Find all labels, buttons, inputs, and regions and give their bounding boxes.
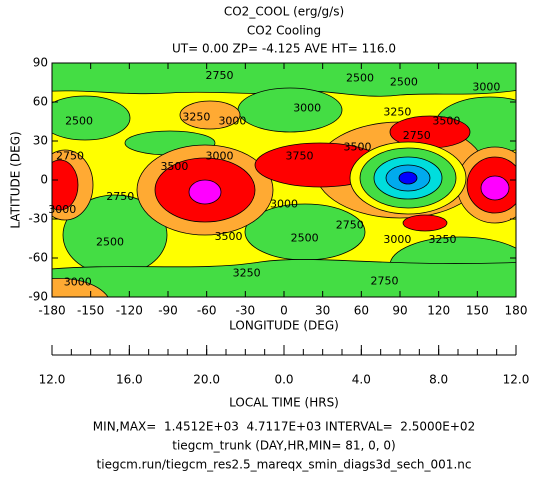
x-tick-label: -30 <box>236 304 256 318</box>
x-tick-label: 60 <box>354 304 369 318</box>
x-tick-label: 150 <box>466 304 489 318</box>
contour-label: 3000 <box>472 81 500 94</box>
contour-label: 2500 <box>390 76 418 89</box>
chart-subtitle: CO2 Cooling <box>247 24 321 38</box>
contour-label: 3000 <box>383 233 411 246</box>
contour-field <box>52 63 516 297</box>
chart-title: CO2_COOL (erg/g/s) <box>224 5 344 19</box>
green-region <box>52 259 516 297</box>
x2-tick-label: 12.0 <box>39 373 66 387</box>
contour-label: 3000 <box>48 203 76 216</box>
contour-label: 3250 <box>233 267 261 280</box>
x-tick-label: 90 <box>392 304 407 318</box>
y-tick-label: -60 <box>28 251 48 265</box>
x2-tick-label: 16.0 <box>116 373 143 387</box>
x2-tick-label: 12.0 <box>503 373 530 387</box>
x-tick-label: 0 <box>280 304 288 318</box>
contour-label: 3000 <box>206 150 234 163</box>
contour-label: 3000 <box>293 102 321 115</box>
green-region <box>52 95 131 141</box>
y-tick-label: -30 <box>28 212 48 226</box>
y-tick-label: 60 <box>33 95 48 109</box>
blue-region <box>398 171 418 185</box>
y-tick-label: -90 <box>28 290 48 304</box>
x2-tick-label: 4.0 <box>352 373 371 387</box>
y-tick-label: 30 <box>33 134 48 148</box>
contour-label: 3000 <box>218 115 246 128</box>
green-region <box>237 87 343 133</box>
x2-axis-label: LOCAL TIME (HRS) <box>229 396 339 410</box>
contour-label: 2500 <box>291 232 319 245</box>
chart-info: UT= 0.00 ZP= -4.125 AVE HT= 116.0 <box>172 42 396 56</box>
x2-tick-label: 0.0 <box>274 373 293 387</box>
footer-line: MIN,MAX= 1.4512E+03 4.7117E+03 INTERVAL=… <box>93 420 475 434</box>
magenta-region <box>188 179 222 205</box>
contour-label: 2750 <box>336 219 364 232</box>
contour-label: 3000 <box>270 198 298 211</box>
contour-label: 3250 <box>429 233 457 246</box>
x2-tick-label: 20.0 <box>193 373 220 387</box>
red-region <box>52 159 79 211</box>
red-region <box>402 214 448 232</box>
contour-label: 2750 <box>403 129 431 142</box>
contour-label: 3500 <box>215 230 243 243</box>
y-tick-label: 0 <box>40 173 48 187</box>
contour-label: 2750 <box>106 190 134 203</box>
orange-region <box>179 100 241 130</box>
contour-label: 3500 <box>343 141 371 154</box>
x2-tick-label: 8.0 <box>429 373 448 387</box>
x-tick-label: -90 <box>158 304 178 318</box>
contour-label: 3500 <box>160 160 188 173</box>
y-tick-label: 90 <box>33 56 48 70</box>
contour-label: 3000 <box>64 276 92 289</box>
footer-line: tiegcm.run/tiegcm_res2.5_mareqx_smin_dia… <box>97 458 472 472</box>
contour-label: 2750 <box>206 69 234 82</box>
x-tick-label: -60 <box>197 304 217 318</box>
contour-label: 2500 <box>65 115 93 128</box>
contour-label: 2500 <box>96 235 124 248</box>
contour-label: 3250 <box>182 111 210 124</box>
contour-label: 2750 <box>371 274 399 287</box>
x-tick-label: 180 <box>505 304 528 318</box>
contour-label: 2750 <box>56 150 84 163</box>
x-tick-label: -120 <box>116 304 143 318</box>
orange-region <box>52 278 109 297</box>
contour-label: 3750 <box>285 150 313 163</box>
x-tick-label: 120 <box>427 304 450 318</box>
x-tick-label: -150 <box>77 304 104 318</box>
x-axis-label: LONGITUDE (DEG) <box>229 319 339 333</box>
footer-line: tiegcm_trunk (DAY,HR,MIN= 81, 0, 0) <box>172 439 395 453</box>
y-axis-label: LATITUDE (DEG) <box>9 131 23 228</box>
contour-label: 3250 <box>383 105 411 118</box>
x-tick-label: 30 <box>315 304 330 318</box>
contour-label: 3500 <box>432 115 460 128</box>
contour-label: 2500 <box>346 72 374 85</box>
x-tick-label: -180 <box>38 304 65 318</box>
magenta-region <box>480 175 510 201</box>
